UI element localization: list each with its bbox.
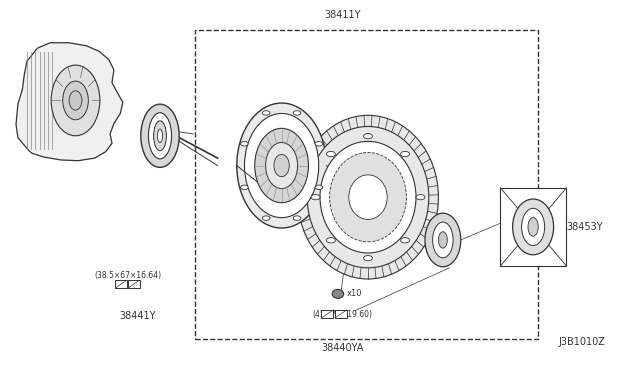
Text: x6: x6: [517, 226, 527, 235]
Ellipse shape: [307, 126, 429, 268]
Text: 38441Y: 38441Y: [119, 311, 156, 321]
Ellipse shape: [349, 175, 387, 219]
Ellipse shape: [141, 104, 179, 167]
Ellipse shape: [241, 185, 248, 190]
Ellipse shape: [148, 113, 172, 159]
Ellipse shape: [326, 151, 335, 157]
Ellipse shape: [326, 238, 335, 243]
Ellipse shape: [157, 129, 163, 142]
Ellipse shape: [438, 232, 447, 248]
Ellipse shape: [528, 218, 538, 236]
Ellipse shape: [320, 141, 416, 253]
Ellipse shape: [274, 154, 289, 177]
Ellipse shape: [237, 103, 326, 228]
Text: x10: x10: [347, 289, 362, 298]
Bar: [115, 280, 127, 288]
Text: J3B1010Z: J3B1010Z: [559, 337, 606, 347]
Ellipse shape: [416, 195, 425, 200]
Ellipse shape: [433, 222, 453, 258]
Ellipse shape: [262, 216, 270, 220]
Ellipse shape: [513, 199, 554, 255]
Ellipse shape: [51, 65, 100, 136]
Ellipse shape: [293, 111, 301, 115]
Ellipse shape: [330, 153, 406, 242]
Text: (45×75×19.60): (45×75×19.60): [312, 310, 372, 319]
Polygon shape: [500, 188, 566, 266]
Ellipse shape: [69, 91, 82, 110]
Text: 38411Y: 38411Y: [324, 10, 361, 20]
Ellipse shape: [241, 141, 248, 146]
Ellipse shape: [154, 121, 166, 151]
Ellipse shape: [332, 289, 344, 298]
Ellipse shape: [293, 216, 301, 220]
Ellipse shape: [244, 113, 319, 218]
Ellipse shape: [262, 111, 270, 115]
Bar: [128, 280, 140, 288]
Ellipse shape: [364, 256, 372, 261]
Text: 38440YA: 38440YA: [321, 343, 364, 353]
Ellipse shape: [255, 128, 308, 203]
Ellipse shape: [315, 185, 323, 190]
Ellipse shape: [425, 213, 461, 267]
Text: 38453Y: 38453Y: [566, 222, 603, 232]
Text: (38.5×67×16.64): (38.5×67×16.64): [95, 271, 161, 280]
Ellipse shape: [401, 151, 410, 157]
Bar: [195, 30, 538, 339]
Polygon shape: [16, 43, 123, 161]
Bar: [335, 310, 347, 318]
Ellipse shape: [266, 142, 298, 189]
Ellipse shape: [401, 238, 410, 243]
Ellipse shape: [364, 134, 372, 139]
Bar: [321, 310, 333, 318]
Ellipse shape: [522, 208, 545, 246]
Ellipse shape: [315, 141, 323, 146]
Ellipse shape: [63, 81, 88, 120]
Ellipse shape: [311, 195, 320, 200]
Ellipse shape: [298, 115, 438, 279]
